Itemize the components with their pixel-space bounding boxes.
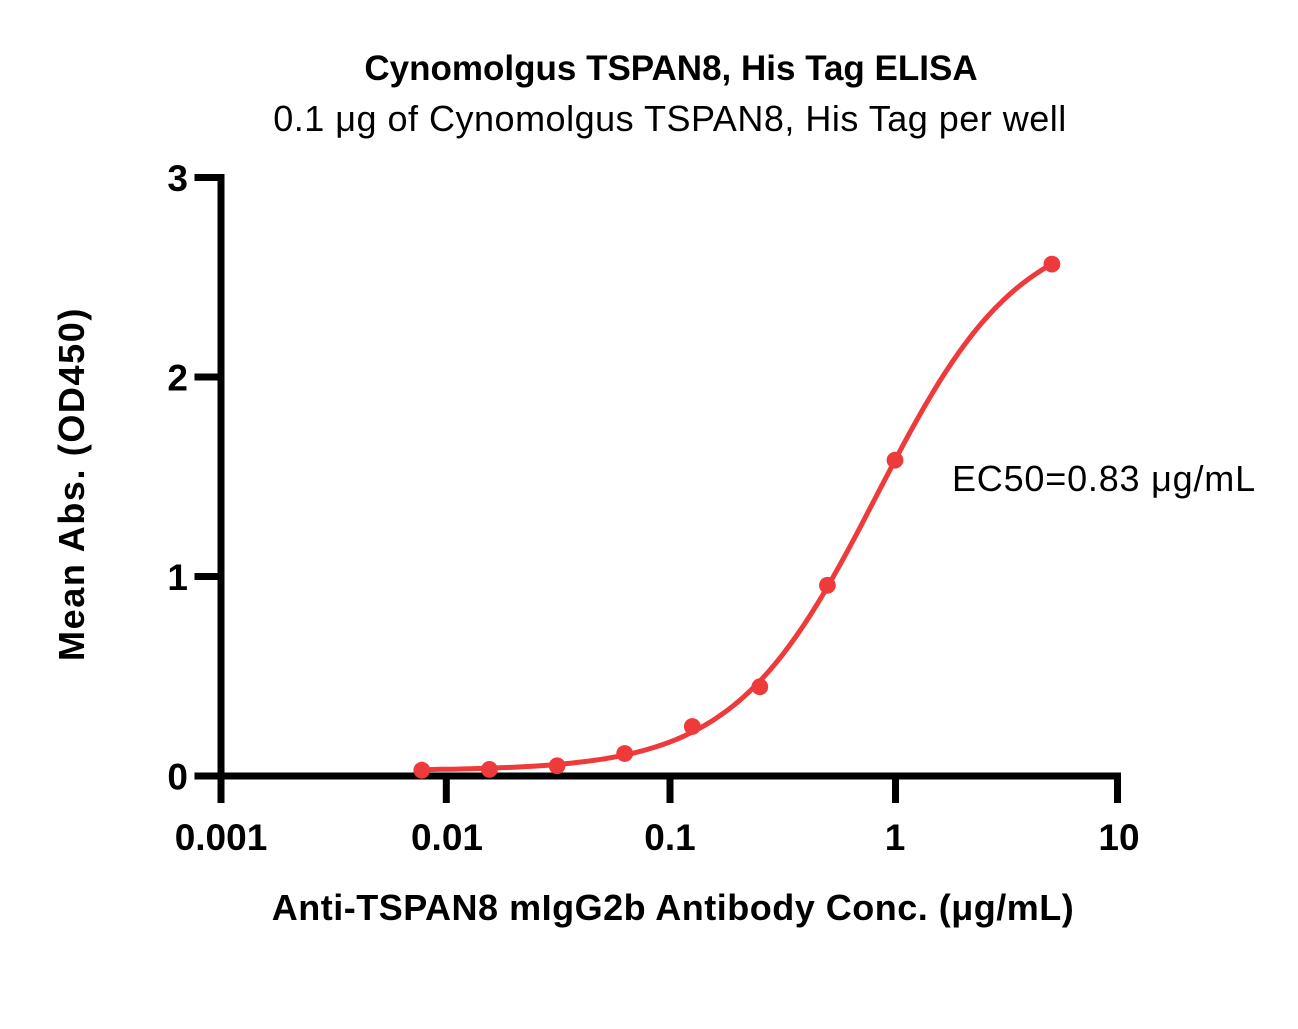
svg-text:0: 0 [167, 757, 188, 798]
svg-text:0.1: 0.1 [644, 817, 695, 858]
svg-text:1: 1 [167, 557, 188, 598]
svg-text:0.001: 0.001 [175, 817, 268, 858]
svg-text:Mean Abs. (OD450): Mean Abs. (OD450) [51, 307, 92, 661]
svg-text:2: 2 [167, 358, 188, 399]
svg-text:0.01: 0.01 [411, 817, 483, 858]
svg-text:3: 3 [167, 158, 188, 199]
svg-text:EC50=0.83 μg/mL: EC50=0.83 μg/mL [952, 458, 1256, 499]
svg-text:Cynomolgus TSPAN8, His Tag ELI: Cynomolgus TSPAN8, His Tag ELISA [364, 49, 977, 88]
svg-text:1: 1 [885, 817, 906, 858]
svg-text:10: 10 [1098, 817, 1139, 858]
svg-text:0.1 μg of Cynomolgus TSPAN8, H: 0.1 μg of Cynomolgus TSPAN8, His Tag per… [273, 98, 1067, 139]
svg-text:Anti-TSPAN8 mIgG2b Antibody Co: Anti-TSPAN8 mIgG2b Antibody Conc. (μg/mL… [272, 887, 1074, 928]
